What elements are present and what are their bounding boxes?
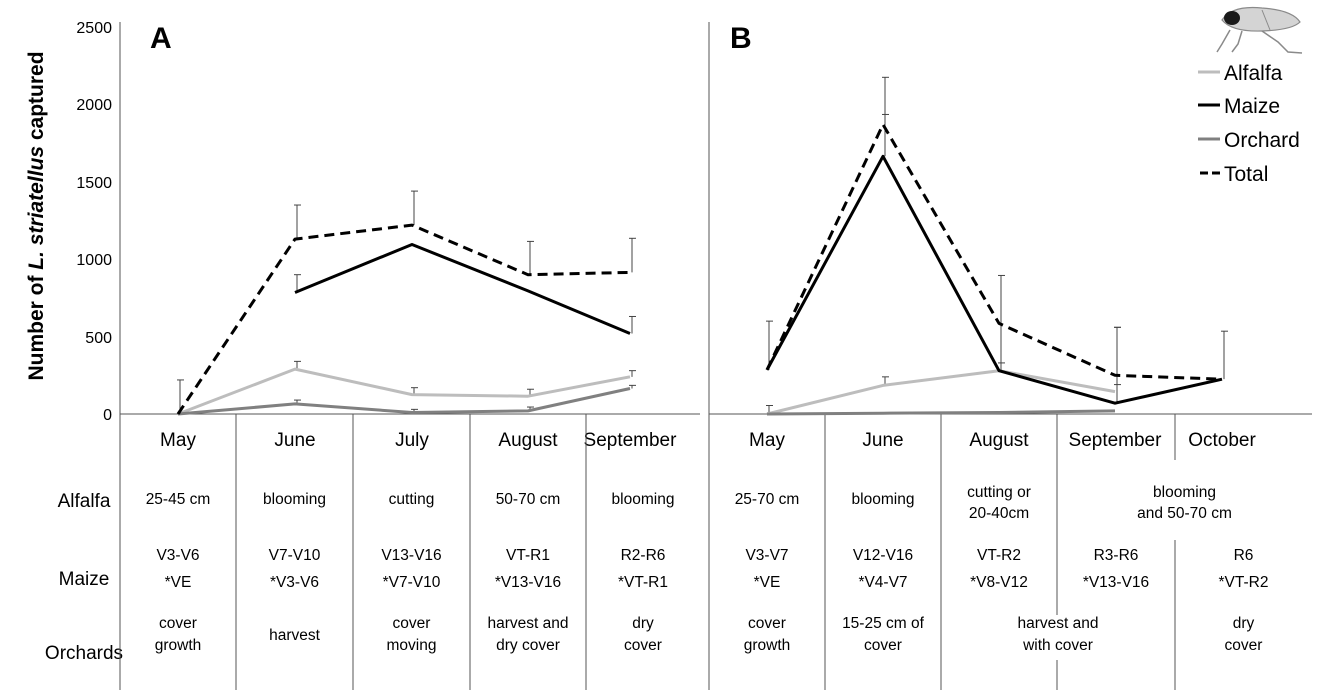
table-cell-text: growth	[155, 637, 202, 654]
series-line-orchard-panel-a	[177, 387, 631, 416]
y-axis-title: Number of L. striatellus captured	[25, 51, 48, 380]
y-tick-label: 2000	[76, 97, 112, 114]
table-cell-text: cover	[1225, 637, 1263, 654]
table-cell-text: cover	[393, 615, 431, 632]
table-cell-text: V3-V6	[156, 547, 199, 564]
month-label: June	[274, 430, 315, 451]
series-line-alfalfa-panel-a	[177, 367, 631, 416]
month-labels-b: May June August September October	[749, 430, 1256, 451]
y-tick-label: 0	[103, 407, 112, 424]
y-axis-title-suffix: captured	[25, 51, 48, 146]
y-axis-title-prefix: Number of	[25, 270, 48, 381]
series-line-maize-panel-a	[294, 243, 631, 335]
series-line-total-panel-a	[176, 223, 631, 415]
table-cell-text: cover	[748, 615, 786, 632]
table-cell-text: VT-R1	[506, 547, 550, 564]
table-cell-text: *VE	[754, 574, 781, 591]
table-cell-text: harvest and	[1018, 615, 1099, 632]
y-tick-label: 2500	[76, 20, 112, 37]
table-cell-text: 25-45 cm	[146, 491, 211, 508]
table-cell-text: cutting	[389, 491, 435, 508]
series-line-total-panel-b	[765, 123, 1223, 381]
table-cell-text: harvest	[269, 627, 321, 644]
table-cell-text: dry	[632, 615, 654, 632]
month-label: June	[862, 430, 903, 451]
table-cell-text: *V13-V16	[1083, 574, 1149, 591]
axes-layer	[119, 22, 1312, 690]
series-layer	[176, 76, 1228, 416]
table-cell-text: harvest and	[488, 615, 569, 632]
row-label-alfalfa: Alfalfa	[58, 491, 111, 512]
series-line-alfalfa-panel-b	[766, 369, 1116, 416]
table-cell-text: 25-70 cm	[735, 491, 800, 508]
y-tick-label: 500	[85, 330, 112, 347]
table-cell-text: *V7-V10	[383, 574, 441, 591]
y-tick-label: 1500	[76, 175, 112, 192]
month-label: September	[584, 430, 678, 451]
month-label: July	[395, 430, 429, 451]
table-cell-text: *V8-V12	[970, 574, 1028, 591]
legend-label-total: Total	[1224, 163, 1268, 186]
table-cells: 25-45 cm blooming cutting 50-70 cm blooming V…	[146, 484, 1269, 654]
month-labels-a: May June July August September	[160, 430, 677, 451]
table-cell-text: *VT-R2	[1219, 574, 1269, 591]
table-cell-text: V13-V16	[381, 547, 441, 564]
series-line-orchard-panel-b	[766, 409, 1116, 416]
y-tick-labels: 0 500 1000 1500 2000 2500	[76, 20, 112, 424]
month-label: August	[969, 430, 1029, 451]
table-cell-text: *V3-V6	[270, 574, 319, 591]
row-label-orchards: Orchards	[45, 643, 123, 664]
table-cell-text: 15-25 cm of	[842, 615, 925, 632]
month-label: October	[1188, 430, 1256, 451]
y-axis-title-species: L. striatellus	[25, 146, 48, 270]
table-cell-text: blooming	[263, 491, 326, 508]
row-label-maize: Maize	[59, 569, 110, 590]
table-cell-text: R3-R6	[1094, 547, 1139, 564]
panel-b-label: B	[730, 22, 752, 55]
table-cell-text: R6	[1234, 547, 1254, 564]
table-cell-text: cutting or	[967, 484, 1031, 501]
table-cell-text: with cover	[1022, 637, 1093, 654]
table-cell-text: *V13-V16	[495, 574, 561, 591]
table-cell-text: cover	[864, 637, 902, 654]
month-label: August	[498, 430, 558, 451]
table-cell-text: cover	[624, 637, 662, 654]
table-cell-text: blooming	[852, 491, 915, 508]
table-cell-text: dry	[1233, 615, 1255, 632]
leafhopper-icon	[1216, 6, 1303, 54]
table-cell-text: *VT-R1	[618, 574, 668, 591]
y-tick-label: 1000	[76, 252, 112, 269]
table-cell-text: 20-40cm	[969, 505, 1029, 522]
table-cell-text: *VE	[165, 574, 192, 591]
legend: Alfalfa Maize Orchard Total	[1198, 62, 1300, 186]
table-cell-text: VT-R2	[977, 547, 1021, 564]
table-cell-text: and 50-70 cm	[1137, 505, 1232, 522]
table-cell-text: R2-R6	[621, 547, 666, 564]
table-cell-text: V3-V7	[745, 547, 788, 564]
table-cell-text: growth	[744, 637, 791, 654]
table-cell-text: moving	[387, 637, 437, 654]
month-label: September	[1069, 430, 1163, 451]
month-label: May	[160, 430, 196, 451]
table-cell-text: V12-V16	[853, 547, 913, 564]
table-cell-text: 50-70 cm	[496, 491, 561, 508]
legend-label-alfalfa: Alfalfa	[1224, 62, 1283, 85]
table-cell-text: dry cover	[496, 637, 560, 654]
table-cell-text: V7-V10	[269, 547, 321, 564]
table-cell-text: cover	[159, 615, 197, 632]
legend-label-orchard: Orchard	[1224, 129, 1300, 152]
table-cell-text: blooming	[1153, 484, 1216, 501]
series-line-maize-panel-b	[765, 154, 1223, 405]
legend-label-maize: Maize	[1224, 95, 1280, 118]
table-cell-text: blooming	[612, 491, 675, 508]
month-label: May	[749, 430, 785, 451]
panel-a-label: A	[150, 22, 172, 55]
table-cell-text: *V4-V7	[858, 574, 907, 591]
